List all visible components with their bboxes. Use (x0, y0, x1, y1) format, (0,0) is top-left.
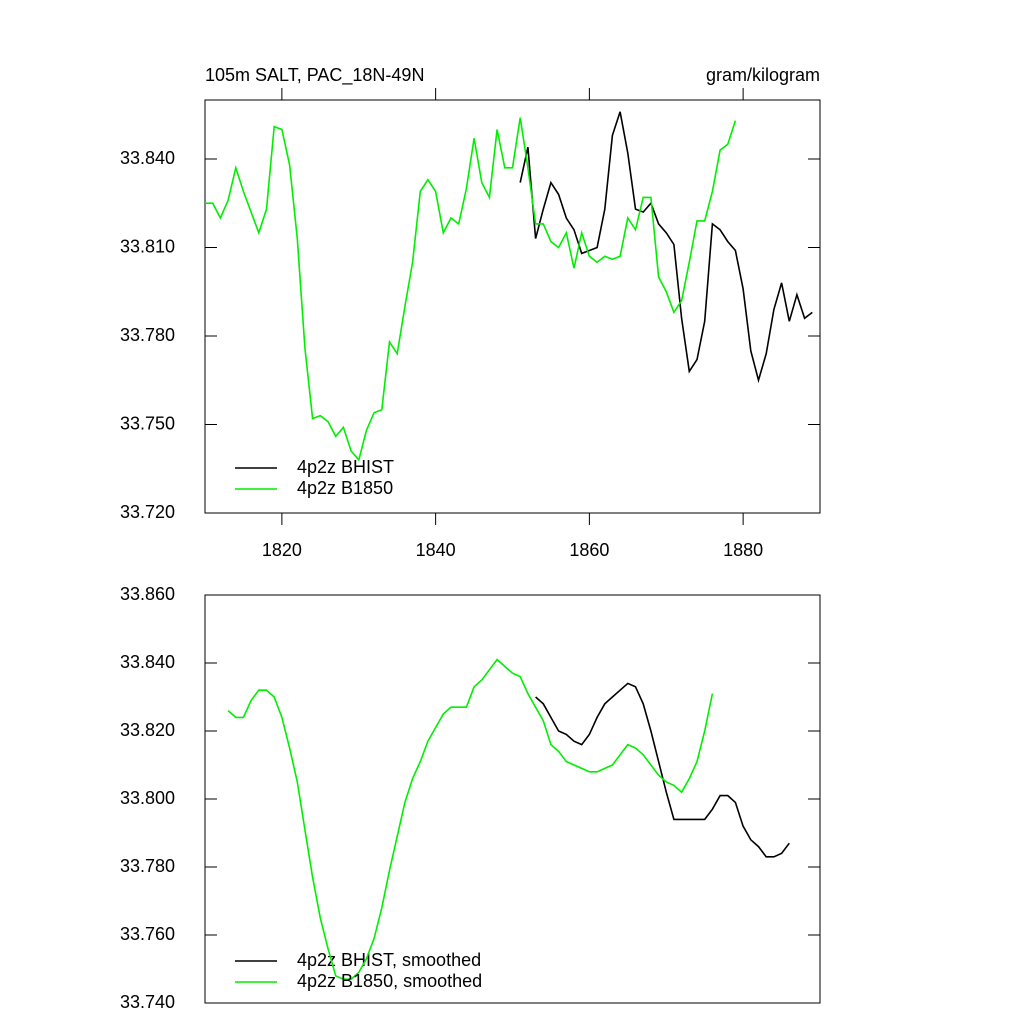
legend-label: 4p2z B1850, smoothed (297, 971, 482, 991)
x-tick-label: 1840 (416, 540, 456, 560)
data-line (519, 111, 813, 384)
y-tick-label: 33.750 (120, 413, 175, 433)
y-tick-label: 33.860 (120, 584, 175, 604)
y-tick-label: 33.840 (120, 652, 175, 672)
y-tick-label: 33.760 (120, 924, 175, 944)
y-tick-label: 33.820 (120, 720, 175, 740)
y-tick-label: 33.780 (120, 325, 175, 345)
y-tick-label: 33.740 (120, 992, 175, 1012)
chart-title: 105m SALT, PAC_18N-49N (205, 65, 424, 86)
plot-frame (204, 594, 821, 1004)
x-tick-label: 1860 (569, 540, 609, 560)
y-tick-label: 33.780 (120, 856, 175, 876)
y-tick-label: 33.840 (120, 148, 175, 168)
units-label: gram/kilogram (706, 65, 820, 85)
x-tick-label: 1880 (723, 540, 763, 560)
legend-label: 4p2z BHIST, smoothed (297, 950, 481, 970)
legend-label: 4p2z B1850 (297, 478, 393, 498)
data-line (535, 682, 790, 858)
data-line (205, 117, 737, 462)
y-tick-label: 33.720 (120, 502, 175, 522)
legend-label: 4p2z BHIST (297, 457, 394, 477)
y-tick-label: 33.800 (120, 788, 175, 808)
y-tick-label: 33.810 (120, 236, 175, 256)
plot-frame (204, 99, 821, 514)
x-tick-label: 1820 (262, 540, 302, 560)
data-line (227, 658, 714, 980)
